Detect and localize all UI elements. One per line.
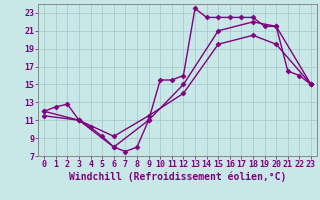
X-axis label: Windchill (Refroidissement éolien,°C): Windchill (Refroidissement éolien,°C) [69, 172, 286, 182]
